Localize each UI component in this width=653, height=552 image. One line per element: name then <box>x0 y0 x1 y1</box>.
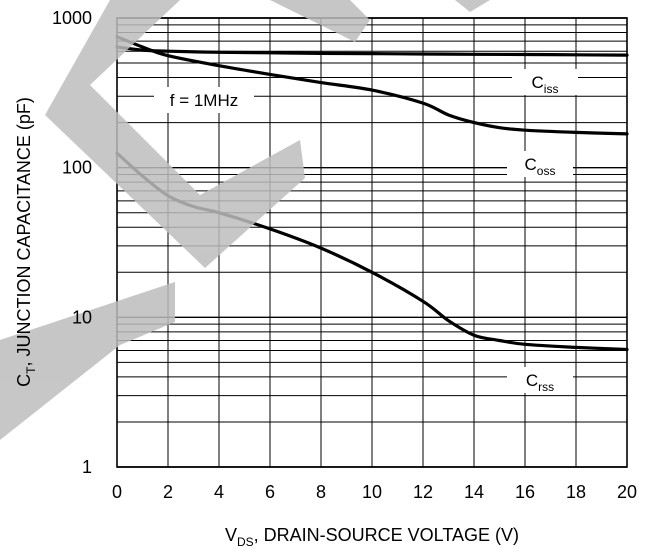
x-tick-label: 2 <box>163 482 173 502</box>
y-tick-label: 100 <box>62 158 92 178</box>
frequency-annotation: f = 1MHz <box>154 87 254 113</box>
y-tick-label: 1000 <box>52 8 92 28</box>
x-tick-label: 18 <box>566 482 586 502</box>
y-axis-label: CT, JUNCTION CAPACITANCE (pF) <box>14 97 38 387</box>
watermark-shape <box>270 0 370 42</box>
x-tick-label: 4 <box>214 482 224 502</box>
watermark-shape <box>45 0 305 268</box>
series-label-coss-text: Coss <box>525 155 556 178</box>
x-axis-label: VDS, DRAIN-SOURCE VOLTAGE (V) <box>225 525 519 549</box>
series-line-ciss <box>115 45 629 57</box>
x-tick-label: 10 <box>362 482 382 502</box>
watermark <box>0 0 490 440</box>
plot-frame <box>116 17 628 468</box>
series-label-ciss-bg <box>512 69 578 95</box>
x-tick-label: 0 <box>112 482 122 502</box>
y-tick-label: 1 <box>82 457 92 477</box>
x-tick-label: 12 <box>413 482 433 502</box>
series-label-ciss-text: Ciss <box>532 73 559 96</box>
watermark-shape <box>455 0 490 12</box>
frequency-annotation-text: f = 1MHz <box>170 91 239 110</box>
axes-text: 0 2 4 6 8 10 12 14 16 18 20 1 10 100 1000 VDS, DRAIN-SO… <box>14 8 637 549</box>
grid <box>116 17 628 468</box>
series-label-crss-bg <box>507 367 573 393</box>
x-tick-label: 14 <box>464 482 484 502</box>
series-label-ciss: Ciss <box>512 69 578 96</box>
series-label-coss-bg <box>507 151 573 177</box>
frequency-annotation-bg <box>154 87 254 113</box>
labels: Ciss Coss Crss f = 1MHz <box>154 69 578 394</box>
x-tick-label: 8 <box>316 482 326 502</box>
series-label-crss: Crss <box>507 367 573 394</box>
series-line-coss <box>115 35 629 136</box>
x-tick-label: 20 <box>617 482 637 502</box>
x-tick-label: 6 <box>265 482 275 502</box>
watermark-shape <box>0 282 175 440</box>
series-label-crss-text: Crss <box>526 371 554 394</box>
x-tick-label: 16 <box>515 482 535 502</box>
series-label-coss: Coss <box>507 151 573 178</box>
y-tick-label: 10 <box>72 307 92 327</box>
